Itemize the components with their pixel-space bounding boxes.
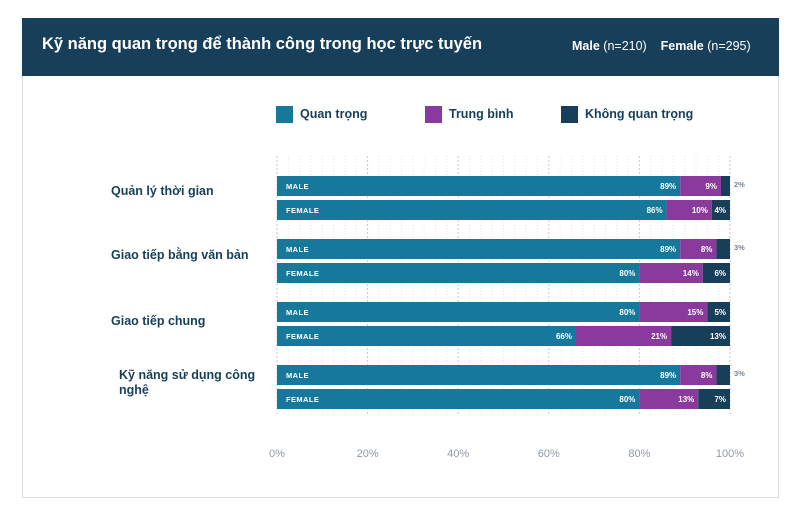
bar-segment-2-male-1 <box>277 239 681 259</box>
bar-segment-3-female-2 <box>575 326 672 346</box>
bar-segment-1-male-1 <box>277 176 681 196</box>
bar-group-label: MALE <box>286 182 309 191</box>
legend-label-quan-trong: Quan trọng <box>300 107 368 121</box>
x-tick-label: 60% <box>538 448 560 460</box>
legend-swatch-quan-trong <box>276 105 293 123</box>
bar-group-label: FEMALE <box>286 332 319 341</box>
data-label: 13% <box>710 332 726 341</box>
data-label: 80% <box>619 308 635 317</box>
category-label-3: Giao tiếp chung <box>111 314 206 328</box>
bar-group-label: FEMALE <box>286 206 319 215</box>
bar-segment-4-male-1 <box>277 365 681 385</box>
data-label: 13% <box>678 395 694 404</box>
data-label: 89% <box>660 245 676 254</box>
male-n: (n=210) <box>603 39 647 53</box>
data-label: 21% <box>651 332 667 341</box>
bar-segment-4-male-3 <box>716 365 730 385</box>
data-label: 89% <box>660 371 676 380</box>
sample-sizes: Male (n=210) Female (n=295) <box>572 39 751 53</box>
data-label: 66% <box>556 332 572 341</box>
bar-group-label: MALE <box>286 371 309 380</box>
legend-item-khong-quan-trong: Không quan trọng <box>561 104 693 124</box>
bar-segment-4-female-3 <box>698 389 730 409</box>
bar-group-label: MALE <box>286 245 309 254</box>
legend-swatch-khong-quan-trong <box>561 105 578 123</box>
bar-segment-1-female-3 <box>711 200 730 220</box>
bar-segment-1-male-2 <box>680 176 721 196</box>
data-label: 10% <box>692 206 708 215</box>
data-label: 8% <box>701 371 713 380</box>
x-tick-label: 0% <box>269 448 285 460</box>
bar-segment-3-female-1 <box>277 326 576 346</box>
bar-segment-4-female-2 <box>639 389 699 409</box>
data-label: 80% <box>619 269 635 278</box>
data-label: 89% <box>660 182 676 191</box>
data-label: 3% <box>734 369 745 378</box>
bar-segment-1-male-3 <box>720 176 730 196</box>
legend-item-quan-trong: Quan trọng <box>276 104 367 124</box>
bar-segment-2-female-3 <box>702 263 730 283</box>
x-tick-label: 80% <box>628 448 650 460</box>
male-label: Male <box>572 39 600 53</box>
chart-title: Kỹ năng quan trọng để thành công trong h… <box>42 35 483 53</box>
legend-label-trung-binh: Trung bình <box>449 107 514 121</box>
chart-header: Kỹ năng quan trọng để thành công trong h… <box>22 18 779 76</box>
bar-segment-2-female-1 <box>277 263 640 283</box>
female-label: Female <box>660 39 704 53</box>
bar-group-label: MALE <box>286 308 309 317</box>
x-tick-label: 100% <box>716 448 744 460</box>
bar-segment-4-female-1 <box>277 389 640 409</box>
category-label-2: Giao tiếp bằng văn bản <box>111 248 249 262</box>
data-label: 3% <box>734 243 745 252</box>
category-label-4: Kỹ năng sử dụng công nghệ <box>119 368 256 397</box>
data-label: 7% <box>714 395 726 404</box>
bar-segment-3-male-2 <box>639 302 708 322</box>
data-label: 5% <box>714 308 726 317</box>
bar-group-label: FEMALE <box>286 269 319 278</box>
legend-label-khong-quan-trong: Không quan trọng <box>585 107 694 121</box>
x-tick-label: 40% <box>447 448 469 460</box>
data-label: 4% <box>714 206 726 215</box>
bar-segment-3-female-3 <box>671 326 730 346</box>
bar-segment-2-female-2 <box>639 263 703 283</box>
bar-segment-1-female-1 <box>277 200 667 220</box>
data-label: 6% <box>714 269 726 278</box>
bar-segment-4-male-2 <box>680 365 717 385</box>
legend-swatch-trung-binh <box>425 105 442 123</box>
bar-group-label: FEMALE <box>286 395 319 404</box>
data-label: 9% <box>705 182 717 191</box>
bar-segment-2-male-3 <box>716 239 730 259</box>
bar-segment-2-male-2 <box>680 239 717 259</box>
bar-segment-3-male-3 <box>707 302 730 322</box>
x-tick-label: 20% <box>357 448 379 460</box>
category-label-1: Quản lý thời gian <box>111 184 214 198</box>
data-label: 14% <box>683 269 699 278</box>
data-label: 8% <box>701 245 713 254</box>
bar-segment-1-female-2 <box>666 200 712 220</box>
data-label: 2% <box>734 180 745 189</box>
data-label: 80% <box>619 395 635 404</box>
legend-item-trung-binh: Trung bình <box>425 104 514 124</box>
female-n: (n=295) <box>707 39 751 53</box>
data-label: 86% <box>647 206 663 215</box>
bar-segment-3-male-1 <box>277 302 640 322</box>
data-label: 15% <box>687 308 703 317</box>
